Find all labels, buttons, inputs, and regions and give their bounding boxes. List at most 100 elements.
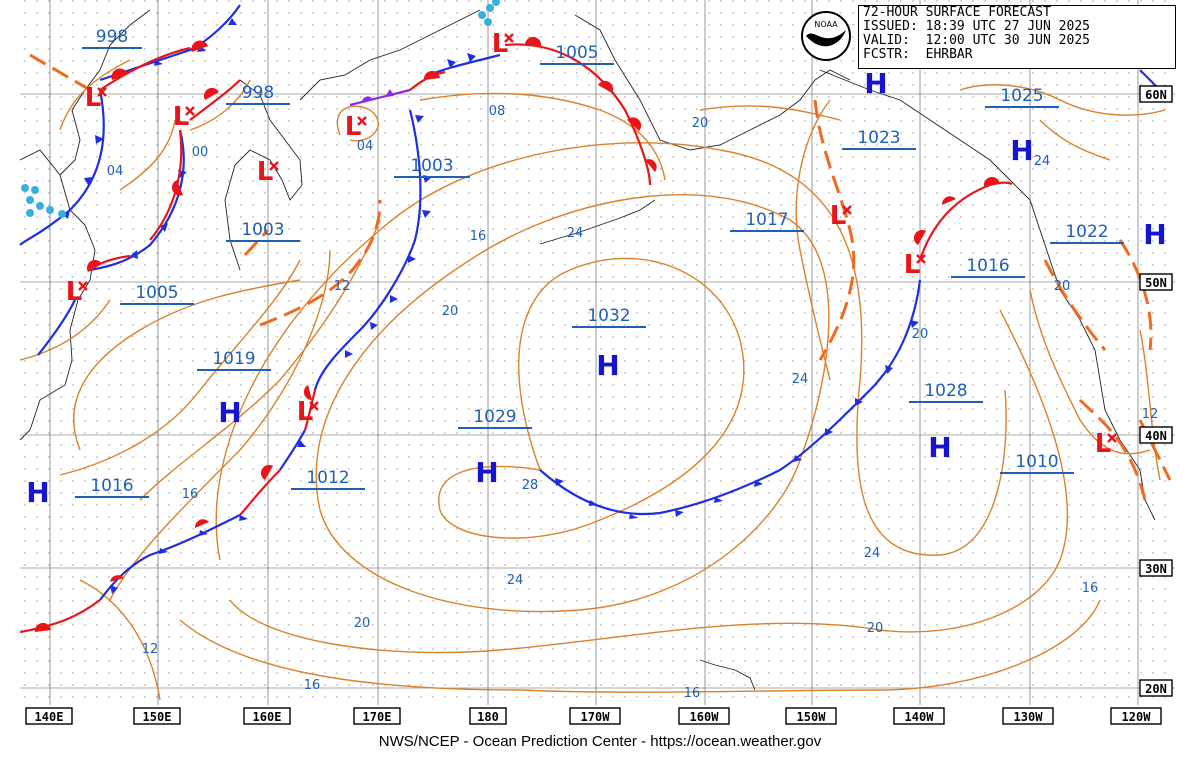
occluded-front <box>349 88 411 107</box>
isobar-label: 24 <box>792 372 809 387</box>
lat-label-30n: 30N <box>1145 562 1167 576</box>
pressure-label: 1032 <box>587 306 630 326</box>
lon-label-130w: 130W <box>1014 710 1044 724</box>
isobar-label: 12 <box>334 279 351 294</box>
pressure-label: 1016 <box>966 256 1009 276</box>
pressure-label: 1005 <box>135 283 178 303</box>
lon-label-boxes <box>25 707 1162 725</box>
lat-labels: 60N 50N 40N 30N 20N <box>1145 88 1167 696</box>
pressure-label: 1016 <box>90 476 133 496</box>
pressure-label: 1010 <box>1015 452 1058 472</box>
pressure-values: 998 998 1005 1003 1003 1005 1019 1016 10… <box>90 27 1108 496</box>
isobar-label: 28 <box>522 478 539 493</box>
forecast-info-box: 72-HOUR SURFACE FORECAST ISSUED: 18:39 U… <box>858 5 1176 69</box>
pressure-underlines <box>75 47 1124 498</box>
isobar-label: 16 <box>182 487 199 502</box>
lon-label-160e: 160E <box>253 710 282 724</box>
isobar-label: 20 <box>867 621 884 636</box>
issued-time: ISSUED: 18:39 UTC 27 JUN 2025 <box>863 19 1090 34</box>
lon-label-180: 180 <box>477 710 499 724</box>
lon-label-150e: 150E <box>143 710 172 724</box>
pressure-label: 1019 <box>212 349 255 369</box>
low-centers: L L L L L L L L L L <box>66 29 1112 459</box>
low-symbol: L <box>173 102 190 132</box>
pressure-label: 998 <box>242 83 274 103</box>
isobar-label: 16 <box>304 678 321 693</box>
high-symbol: H <box>596 349 619 382</box>
high-symbol: H <box>928 431 951 464</box>
low-center-crosses <box>78 33 1117 443</box>
low-symbol: L <box>345 112 362 142</box>
lat-label-40n: 40N <box>1145 429 1167 443</box>
high-symbol: H <box>1010 134 1033 167</box>
lon-label-150w: 150W <box>797 710 827 724</box>
lat-label-boxes <box>1139 85 1173 697</box>
low-symbol: L <box>492 29 509 59</box>
isobar-label: 20 <box>1054 279 1071 294</box>
warm-front-bumps <box>34 36 1000 632</box>
pressure-label: 998 <box>96 27 128 47</box>
pressure-label: 1017 <box>745 210 788 230</box>
isobar-label: 24 <box>567 226 584 241</box>
lon-label-140w: 140W <box>905 710 935 724</box>
lon-label-120w: 120W <box>1122 710 1152 724</box>
isobar-label: 12 <box>1142 407 1159 422</box>
isobar-label: 24 <box>864 546 881 561</box>
low-symbol: L <box>904 250 921 280</box>
pressure-label: 1025 <box>1000 86 1043 106</box>
lon-label-160w: 160W <box>690 710 720 724</box>
lon-label-170e: 170E <box>363 710 392 724</box>
isobar-label: 04 <box>357 139 374 154</box>
low-symbol: L <box>66 277 83 307</box>
high-centers: H H H H H H H H <box>26 67 1166 509</box>
isobar-label: 12 <box>142 642 159 657</box>
lat-label-60n: 60N <box>1145 88 1167 102</box>
isobar-label: 08 <box>489 104 506 119</box>
isobar-label: 24 <box>1034 154 1051 169</box>
pressure-label: 1022 <box>1065 222 1108 242</box>
pressure-label: 1029 <box>473 407 516 427</box>
high-symbol: H <box>218 396 241 429</box>
pressure-label: 1023 <box>857 128 900 148</box>
isobar-label: 24 <box>507 573 524 588</box>
forecaster: FCSTR: EHRBAR <box>863 47 973 62</box>
lat-label-50n: 50N <box>1145 276 1167 290</box>
valid-time: VALID: 12:00 UTC 30 JUN 2025 <box>863 33 1090 48</box>
isobar-label: 00 <box>192 145 209 160</box>
high-symbol: H <box>864 67 887 100</box>
pressure-label: 1028 <box>924 381 967 401</box>
troughs <box>29 53 1172 501</box>
isobar-label: 20 <box>442 304 459 319</box>
isobar-label: 20 <box>354 616 371 631</box>
forecast-title: 72-HOUR SURFACE FORECAST <box>863 5 1051 20</box>
pressure-label: 1012 <box>306 468 349 488</box>
low-symbol: L <box>257 157 274 187</box>
high-symbol: H <box>475 456 498 489</box>
isobar-label: 16 <box>1082 581 1099 596</box>
lat-label-20n: 20N <box>1145 682 1167 696</box>
high-symbol: H <box>1143 218 1166 251</box>
lon-label-170w: 170W <box>581 710 611 724</box>
dot-grid <box>20 0 1175 705</box>
precip-symbols <box>21 0 500 218</box>
low-symbol: L <box>85 83 102 113</box>
isobar-labels: 04 00 04 08 20 24 16 12 20 24 20 24 20 1… <box>107 104 1159 701</box>
pressure-label: 1005 <box>555 43 598 63</box>
isobar-label: 16 <box>470 229 487 244</box>
graticule <box>20 0 1175 705</box>
isobar-label: 16 <box>684 686 701 701</box>
pressure-label: 1003 <box>410 156 453 176</box>
warm-fronts <box>19 43 1013 634</box>
noaa-logo-text: NOAA <box>814 20 838 29</box>
isobar-label: 20 <box>912 327 929 342</box>
isobar-label: 04 <box>107 164 124 179</box>
high-symbol: H <box>26 476 49 509</box>
footer-credit: NWS/NCEP - Ocean Prediction Center - htt… <box>378 733 822 750</box>
isobars <box>19 59 1166 701</box>
low-symbol: L <box>297 397 314 427</box>
lon-labels: 140E 150E 160E 170E 180 170W 160W 150W 1… <box>35 710 1152 724</box>
lon-label-140e: 140E <box>35 710 64 724</box>
isobar-label: 20 <box>692 116 709 131</box>
pressure-label: 1003 <box>241 220 284 240</box>
